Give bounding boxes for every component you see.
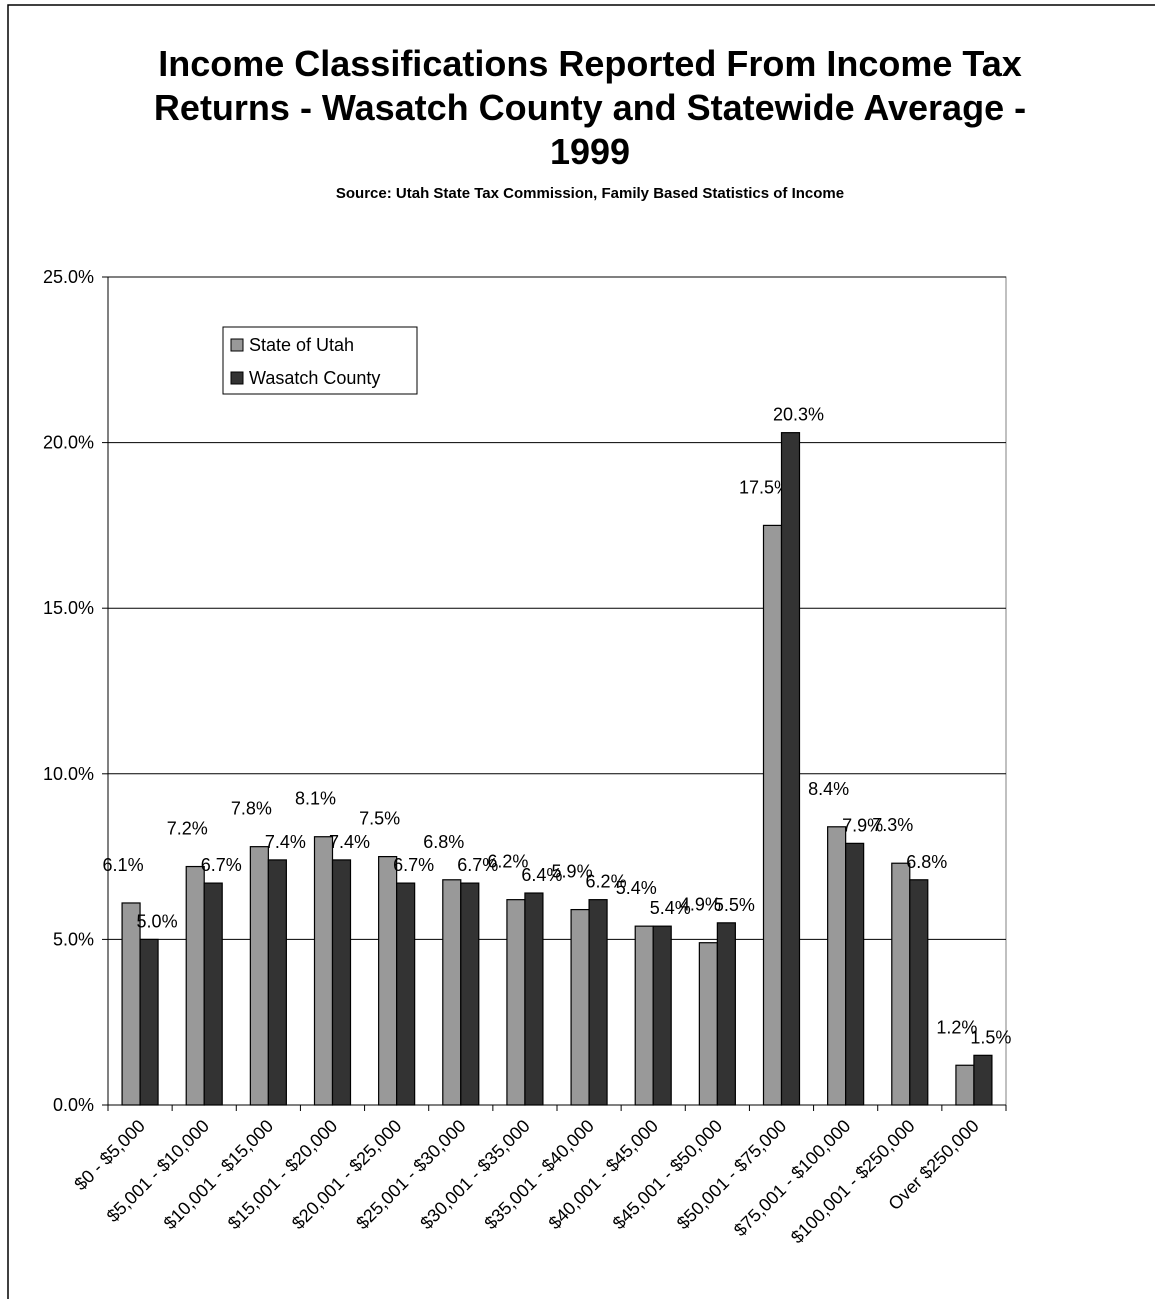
bar (524, 892, 544, 1106)
value-label: 7.3% (872, 815, 913, 835)
x-tick-label: $45,001 - $50,000 (609, 1116, 726, 1233)
value-label: 5.4% (616, 878, 657, 898)
bar (698, 942, 718, 1106)
legend-label: State of Utah (249, 335, 354, 355)
x-tick-label: $15,001 - $20,000 (224, 1116, 341, 1233)
bar (762, 524, 783, 1106)
bar (716, 922, 736, 1106)
chart-subtitle: Source: Utah State Tax Commission, Famil… (335, 185, 845, 202)
bar (973, 1054, 993, 1106)
y-tick-label: 0.0% (53, 1095, 94, 1115)
bar (442, 879, 462, 1106)
bar (780, 432, 801, 1106)
value-label: 20.3% (773, 405, 824, 425)
bar (249, 846, 269, 1106)
bar (331, 859, 352, 1106)
frame (7, 4, 1155, 1299)
value-label: 7.5% (359, 809, 400, 829)
value-label: 4.9% (680, 895, 721, 915)
y-tick-label: 20.0% (43, 433, 94, 453)
value-label: 6.7% (201, 855, 242, 875)
bar (955, 1064, 975, 1106)
x-tick-label: $40,001 - $45,000 (545, 1116, 662, 1233)
value-label: 6.2% (586, 872, 627, 892)
value-label: 7.9% (842, 815, 883, 835)
y-tick-label: 5.0% (53, 929, 94, 949)
value-label: 17.5% (739, 477, 790, 497)
value-label: 1.2% (936, 1017, 977, 1037)
legend-swatch (230, 371, 244, 385)
value-label: 7.8% (231, 799, 272, 819)
x-tick-label: $35,001 - $40,000 (480, 1116, 597, 1233)
value-label: 5.4% (650, 898, 691, 918)
value-label: 5.0% (137, 911, 178, 931)
value-label: 6.1% (103, 855, 144, 875)
bar (460, 882, 480, 1106)
value-label: 5.5% (714, 895, 755, 915)
bar (396, 882, 416, 1106)
value-label: 6.7% (457, 855, 498, 875)
bar (570, 908, 590, 1106)
value-label: 6.4% (521, 865, 562, 885)
value-label: 8.1% (295, 789, 336, 809)
bar (121, 902, 141, 1106)
bar (313, 836, 334, 1106)
bar (378, 855, 398, 1106)
bar (891, 862, 911, 1106)
value-label: 6.2% (487, 852, 528, 872)
x-tick-label: $10,001 - $15,000 (160, 1116, 277, 1233)
x-tick-label: $75,001 - $100,000 (730, 1116, 855, 1241)
value-label: 6.7% (393, 855, 434, 875)
chart-title: Income Classifications Reported From Inc… (153, 43, 1027, 172)
legend: State of Utah Wasatch County (222, 326, 418, 395)
bar (588, 899, 608, 1106)
value-label: 1.5% (970, 1027, 1011, 1047)
value-label: 8.4% (808, 779, 849, 799)
bar (845, 842, 865, 1106)
bar (634, 925, 654, 1106)
value-label: 6.8% (423, 832, 464, 852)
bar (139, 938, 159, 1106)
value-label: 7.4% (329, 832, 370, 852)
legend-label: Wasatch County (249, 368, 380, 388)
bar (185, 865, 205, 1106)
value-label: 7.4% (265, 832, 306, 852)
value-label: 5.9% (552, 862, 593, 882)
bar (506, 899, 526, 1106)
y-tick-label: 10.0% (43, 764, 94, 784)
plot-area (107, 276, 1007, 1106)
x-tick-label: $25,001 - $30,000 (352, 1116, 469, 1233)
y-tick-label: 15.0% (43, 598, 94, 618)
bar (827, 826, 847, 1106)
legend-swatch (230, 338, 244, 352)
x-tick-label: $30,001 - $35,000 (416, 1116, 533, 1233)
bar (652, 925, 672, 1106)
x-tick-label: $50,001 - $75,000 (673, 1116, 790, 1233)
x-tick-label: $20,001 - $25,000 (288, 1116, 405, 1233)
bar (909, 879, 929, 1106)
x-tick-label: $100,001 - $250,000 (787, 1116, 919, 1248)
bar (267, 859, 287, 1106)
bar (203, 882, 223, 1106)
value-label: 6.8% (906, 852, 947, 872)
legend-box (222, 326, 418, 395)
value-label: 7.2% (167, 819, 208, 839)
y-tick-label: 25.0% (43, 267, 94, 287)
